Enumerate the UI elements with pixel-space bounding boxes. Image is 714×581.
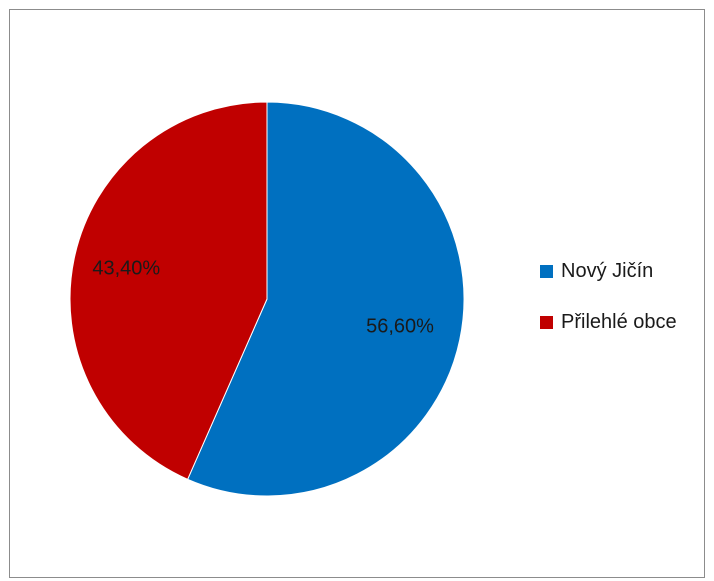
pie-slices — [69, 101, 465, 497]
data-label-novy-jicin: 56,60% — [366, 315, 434, 337]
legend-item-novy-jicin: Nový Jičín — [540, 257, 677, 285]
pie-data-labels: 56,60% 43,40% — [92, 258, 434, 338]
legend-item-prilehle-obce: Přilehlé obce — [540, 308, 677, 336]
pie-slice-novy-jicin — [186, 101, 465, 497]
legend-swatch-novy-jicin — [540, 264, 553, 278]
pie-slice-prilehle-obce — [69, 101, 268, 480]
legend-label-prilehle-obce: Přilehlé obce — [561, 310, 677, 333]
legend: Nový Jičín Přilehlé obce — [540, 257, 677, 359]
legend-swatch-prilehle-obce — [540, 315, 553, 329]
data-label-prilehle-obce: 43,40% — [92, 258, 160, 280]
legend-label-novy-jicin: Nový Jičín — [561, 259, 654, 282]
